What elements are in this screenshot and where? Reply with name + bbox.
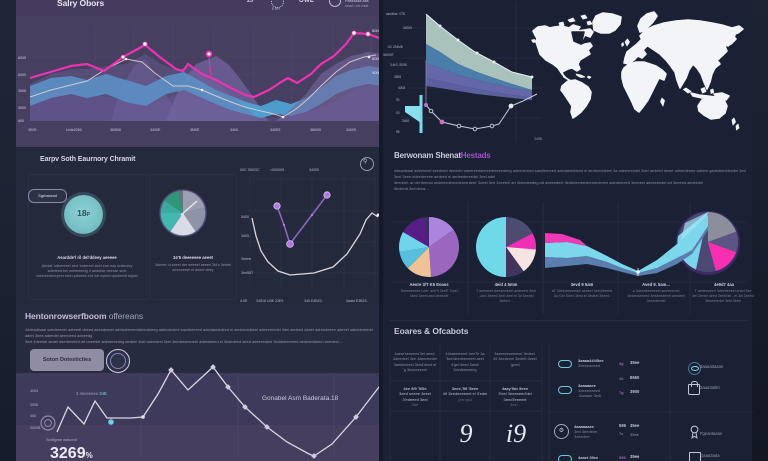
svg-text:3 4eeeeeee 34E: 3 4eeeeeee 34E bbox=[76, 391, 107, 396]
svg-text:00: 00 bbox=[396, 111, 400, 115]
svg-text:6005: 6005 bbox=[18, 56, 26, 60]
svg-text:3005: 3005 bbox=[18, 89, 26, 93]
svg-text:34516 U3E 23E9: 34516 U3E 23E9 bbox=[256, 299, 283, 303]
svg-text:340E5: 340E5 bbox=[270, 128, 280, 132]
svg-text:300C 3MC0C: 300C 3MC0C bbox=[240, 168, 260, 172]
svg-text:3496: 3496 bbox=[534, 137, 542, 141]
svg-text:3d05..: 3d05.. bbox=[241, 234, 251, 238]
svg-text:90: 90 bbox=[396, 98, 400, 102]
svg-text:Gonabel Asm Baderata.18: Gonabel Asm Baderata.18 bbox=[262, 395, 339, 402]
svg-text:3M0E: 3M0E bbox=[190, 128, 200, 132]
svg-text:3K05: 3K05 bbox=[28, 128, 36, 132]
svg-text:400: 400 bbox=[30, 414, 36, 418]
svg-text:=500005: =500005 bbox=[270, 168, 284, 172]
svg-text:800: 800 bbox=[18, 119, 24, 123]
svg-text:5000: 5000 bbox=[372, 70, 382, 75]
svg-text:3008: 3008 bbox=[30, 403, 38, 407]
svg-text:Urde2050: Urde2050 bbox=[66, 128, 82, 132]
svg-text:3eeee.: 3eeee. bbox=[241, 257, 252, 261]
svg-text:3.4rS, 5008: 3.4rS, 5008 bbox=[390, 63, 407, 67]
svg-text:3ee55T: 3ee55T bbox=[241, 271, 254, 275]
svg-text:34005: 34005 bbox=[403, 26, 412, 30]
svg-text:3M506: 3M506 bbox=[110, 128, 121, 132]
svg-text:4008: 4008 bbox=[398, 86, 405, 90]
svg-text:34005: 34005 bbox=[309, 168, 319, 172]
svg-text:3269%: 3269% bbox=[50, 445, 93, 461]
svg-text:34005T: 34005T bbox=[383, 53, 394, 57]
svg-text:5005: 5005 bbox=[372, 28, 382, 33]
svg-text:34005: 34005 bbox=[346, 128, 356, 132]
svg-text:Sedfgrse wasorol: Sedfgrse wasorol bbox=[46, 437, 77, 442]
svg-text:5400: 5400 bbox=[241, 215, 249, 219]
svg-text:6000: 6000 bbox=[18, 73, 26, 77]
svg-text:95: 95 bbox=[396, 130, 400, 134]
svg-text:2460: 2460 bbox=[402, 119, 409, 123]
svg-text:3M005: 3M005 bbox=[310, 128, 321, 132]
svg-text:3000: 3000 bbox=[18, 106, 26, 110]
svg-text:3aast E3B23: 3aast E3B23 bbox=[346, 299, 367, 303]
svg-text:3000B: 3000B bbox=[30, 426, 41, 430]
svg-text:4003: 4003 bbox=[30, 389, 38, 393]
svg-text:5002: 5002 bbox=[372, 56, 382, 61]
svg-text:asscttse. 078: asscttse. 078 bbox=[386, 12, 405, 16]
svg-text:3400: 3400 bbox=[230, 128, 238, 132]
svg-text:4:0E: 4:0E bbox=[240, 299, 248, 303]
svg-text:3400E: 3400E bbox=[150, 128, 161, 132]
svg-text:3805: 3805 bbox=[394, 75, 401, 79]
svg-text:345 E4B23: 345 E4B23 bbox=[304, 299, 322, 303]
svg-text:.0C 234M8: .0C 234M8 bbox=[387, 45, 403, 49]
